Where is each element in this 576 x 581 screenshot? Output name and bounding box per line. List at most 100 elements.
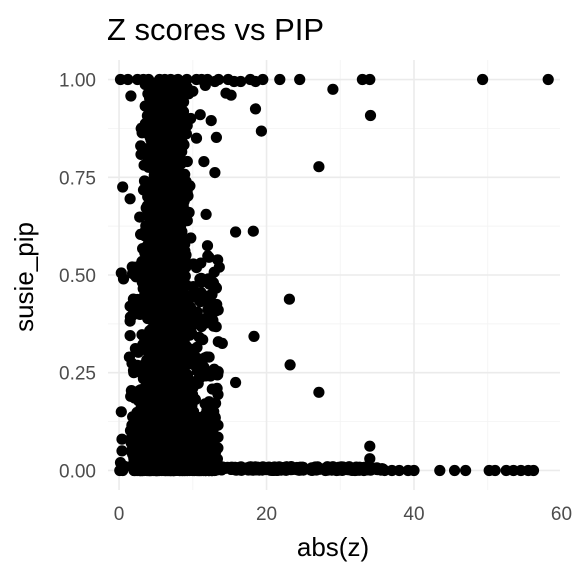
data-point [141, 285, 154, 297]
data-point [116, 445, 128, 457]
data-point [168, 223, 181, 235]
data-point [125, 90, 137, 102]
data-point [248, 330, 260, 342]
data-point [191, 306, 203, 318]
data-point [183, 206, 195, 219]
data-point [153, 441, 165, 453]
data-point [159, 73, 171, 86]
data-point [194, 418, 206, 431]
data-point [169, 422, 181, 434]
data-point [193, 294, 205, 306]
data-point [150, 412, 162, 424]
data-point [182, 190, 194, 202]
y-tick-label: 0.00 [59, 461, 96, 482]
data-point [235, 463, 247, 475]
x-tick-label: 20 [256, 504, 277, 525]
data-point [206, 367, 219, 379]
y-tick-label: 0.75 [59, 168, 96, 189]
data-point [255, 125, 267, 137]
data-point [128, 367, 140, 379]
data-point [116, 433, 128, 445]
data-point [460, 464, 472, 477]
data-point [364, 453, 376, 465]
data-point [230, 376, 242, 389]
data-point [129, 261, 141, 273]
data-point [136, 434, 148, 446]
data-point [176, 115, 188, 127]
x-tick-label: 60 [551, 504, 572, 525]
data-point [199, 79, 211, 91]
data-point [119, 460, 131, 473]
data-point [180, 128, 192, 140]
data-point [209, 75, 221, 88]
data-point [139, 297, 151, 310]
y-tick-label: 0.50 [59, 266, 96, 287]
data-point [356, 73, 368, 86]
data-point [197, 334, 209, 346]
data-point [173, 144, 186, 156]
data-point [163, 143, 175, 155]
data-point [160, 401, 172, 413]
data-point [207, 314, 219, 326]
data-point [151, 84, 163, 96]
data-point [175, 105, 187, 117]
data-point [172, 374, 184, 386]
data-point [148, 112, 160, 124]
data-point [181, 155, 193, 168]
data-point [206, 461, 218, 473]
data-point [196, 461, 208, 473]
data-point [176, 79, 189, 91]
data-point [171, 295, 183, 307]
data-point [178, 317, 191, 329]
data-point [142, 203, 154, 215]
data-point [138, 457, 150, 469]
data-point [196, 276, 208, 288]
data-point [186, 397, 198, 409]
data-point [167, 316, 179, 328]
data-point [134, 211, 146, 223]
data-point [213, 261, 225, 273]
data-point [161, 168, 173, 180]
data-point [375, 464, 387, 476]
data-point [115, 406, 127, 418]
data-point [159, 213, 171, 225]
data-point [358, 464, 370, 477]
data-point [179, 270, 191, 282]
data-point [177, 88, 189, 100]
y-axis-title: susie_pip [9, 222, 39, 332]
data-point [142, 226, 154, 238]
data-point [142, 419, 154, 431]
data-point [191, 341, 203, 353]
data-point [154, 189, 166, 201]
data-point [211, 382, 223, 394]
data-point [159, 159, 171, 171]
data-point [253, 464, 265, 476]
data-point [199, 398, 211, 410]
data-point [249, 103, 262, 115]
data-point [145, 336, 157, 349]
data-point [159, 236, 171, 248]
data-point [124, 193, 136, 205]
data-point [178, 235, 190, 247]
data-point [186, 388, 199, 401]
y-tick-label: 0.25 [59, 364, 96, 385]
data-point [115, 267, 127, 279]
data-point [345, 464, 357, 476]
data-point [209, 167, 221, 179]
data-point [146, 460, 158, 472]
data-point [128, 460, 140, 472]
x-tick-label: 40 [403, 504, 424, 525]
data-point [294, 73, 306, 86]
data-point [143, 148, 155, 160]
data-point [313, 161, 325, 173]
x-tick-label: 0 [114, 504, 125, 525]
data-point [181, 279, 193, 291]
data-point [152, 138, 164, 150]
data-point [162, 329, 174, 341]
data-point [402, 464, 414, 477]
data-point [268, 464, 280, 476]
data-point [199, 352, 211, 364]
data-point [166, 109, 178, 121]
data-point [125, 445, 137, 457]
data-point [127, 293, 139, 305]
